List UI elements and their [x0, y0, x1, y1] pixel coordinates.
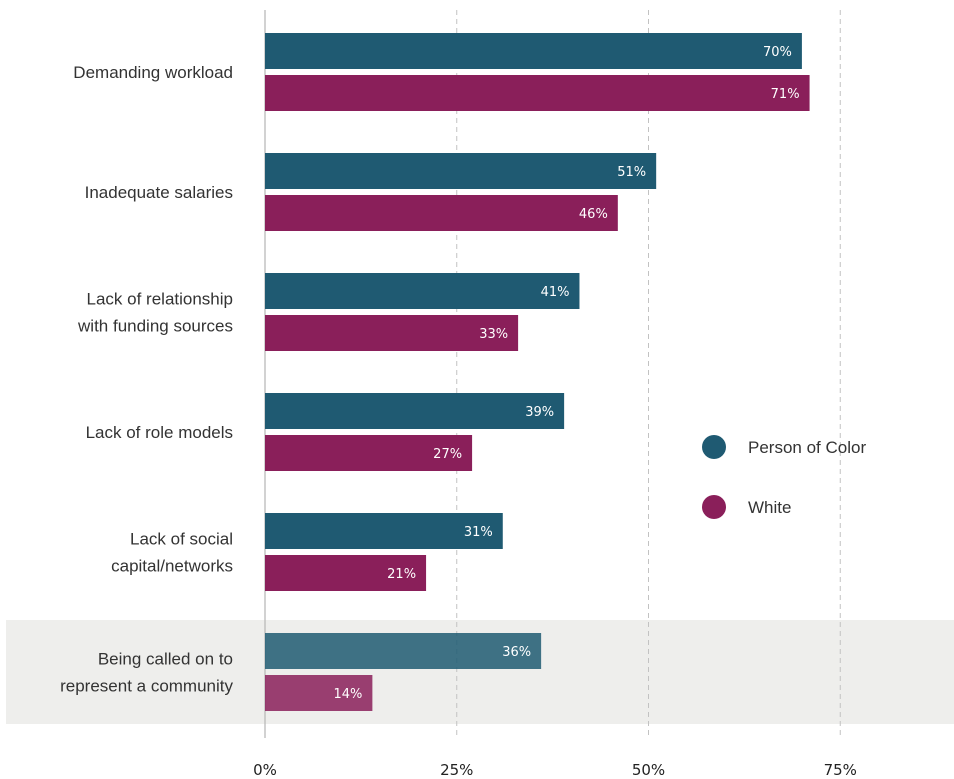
bar-value-label: 71%	[771, 87, 800, 102]
category-label: Lack of role models	[86, 423, 233, 442]
bar-value-label: 21%	[387, 567, 416, 582]
legend-swatch	[702, 495, 726, 519]
bar-white	[265, 195, 618, 231]
legend-label: White	[748, 498, 791, 517]
x-tick-label: 75%	[824, 761, 857, 779]
bar-white	[265, 315, 519, 351]
bar-person-of-color	[265, 393, 565, 429]
category-label: Lack of relationship with funding sources	[77, 290, 233, 336]
bar-white	[265, 75, 810, 111]
x-tick-label: 50%	[632, 761, 665, 779]
bar-value-label: 70%	[763, 45, 792, 60]
bar-value-label: 36%	[502, 645, 531, 660]
x-tick-label: 0%	[253, 761, 277, 779]
bar-person-of-color	[265, 633, 542, 669]
bar-value-label: 46%	[579, 207, 608, 222]
category-label: Inadequate salaries	[85, 183, 233, 202]
bar-white	[265, 435, 473, 471]
bar-value-label: 33%	[479, 327, 508, 342]
bar-value-label: 41%	[541, 285, 570, 300]
bar-person-of-color	[265, 273, 580, 309]
bar-white	[265, 555, 427, 591]
category-label: Being called on to represent a community	[60, 650, 233, 696]
bar-person-of-color	[265, 33, 802, 69]
bar-person-of-color	[265, 513, 503, 549]
bar-person-of-color	[265, 153, 657, 189]
bar-value-label: 51%	[617, 165, 646, 180]
category-label: Demanding workload	[73, 63, 233, 82]
x-tick-label: 25%	[440, 761, 473, 779]
legend-label: Person of Color	[748, 438, 866, 457]
category-label: Lack of social capital/networks	[111, 530, 233, 576]
legend-swatch	[702, 435, 726, 459]
bar-value-label: 14%	[333, 687, 362, 702]
bar-value-label: 39%	[525, 405, 554, 420]
bar-value-label: 31%	[464, 525, 493, 540]
bar-value-label: 27%	[433, 447, 462, 462]
bar-white	[265, 675, 373, 711]
